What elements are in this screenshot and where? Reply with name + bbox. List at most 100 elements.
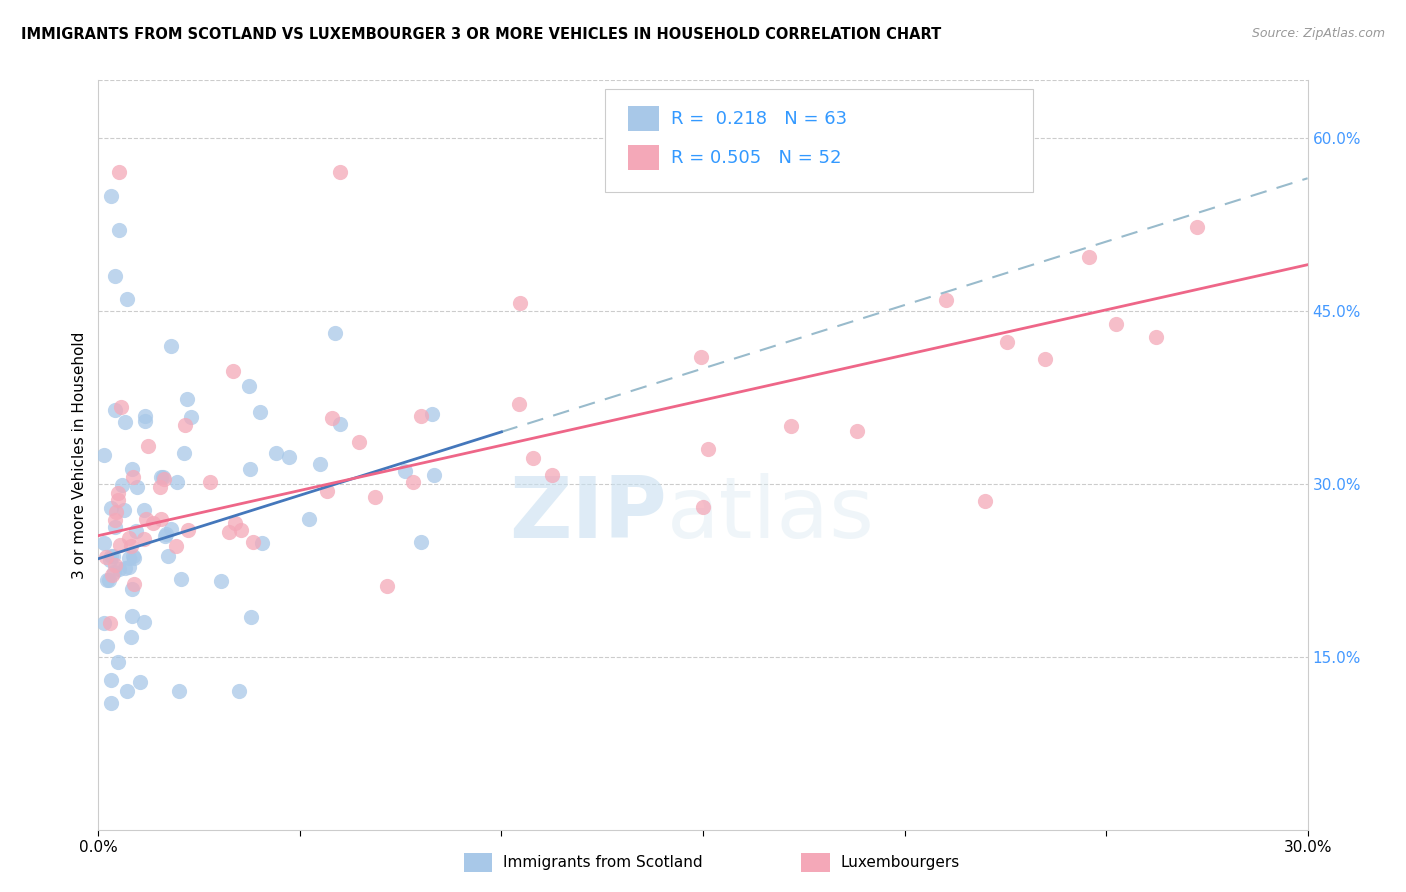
Point <box>104 505 127 519</box>
Point <box>124 524 146 539</box>
Point <box>93 536 115 550</box>
Point <box>97 574 120 588</box>
Point <box>176 392 198 406</box>
Point <box>165 539 187 553</box>
Point <box>159 522 181 536</box>
Point <box>323 326 346 340</box>
Point <box>100 696 122 710</box>
Point <box>402 475 425 489</box>
Point <box>100 501 122 516</box>
Point <box>121 470 143 484</box>
Point <box>103 549 125 563</box>
Point <box>409 409 432 423</box>
Point <box>118 531 141 545</box>
Point <box>96 573 118 587</box>
Point <box>114 416 136 430</box>
Point <box>135 512 157 526</box>
Point <box>394 464 416 478</box>
Point <box>420 407 443 421</box>
Point <box>1144 329 1167 343</box>
Point <box>252 535 274 549</box>
Text: IMMIGRANTS FROM SCOTLAND VS LUXEMBOURGER 3 OR MORE VEHICLES IN HOUSEHOLD CORRELA: IMMIGRANTS FROM SCOTLAND VS LUXEMBOURGER… <box>21 27 942 42</box>
Point <box>170 572 193 586</box>
Point <box>375 579 398 593</box>
Point <box>1187 219 1209 234</box>
Point <box>150 469 173 483</box>
Point <box>242 535 264 549</box>
Text: R = 0.505   N = 52: R = 0.505 N = 52 <box>671 149 841 167</box>
Point <box>522 451 544 466</box>
Point <box>104 520 127 534</box>
Point <box>112 503 135 517</box>
Point <box>198 475 221 489</box>
Point <box>277 450 299 465</box>
Point <box>93 448 115 462</box>
Point <box>149 480 172 494</box>
Point <box>122 550 145 565</box>
Point <box>409 534 432 549</box>
Point <box>218 525 240 540</box>
Point <box>122 577 145 591</box>
Point <box>509 296 531 310</box>
Point <box>104 558 127 573</box>
Point <box>309 457 332 471</box>
Point <box>347 434 370 449</box>
Point <box>96 639 118 653</box>
Point <box>100 549 122 564</box>
Point <box>228 684 250 698</box>
Y-axis label: 3 or more Vehicles in Household: 3 or more Vehicles in Household <box>72 331 87 579</box>
Text: Luxembourgers: Luxembourgers <box>841 855 960 870</box>
Point <box>96 549 118 564</box>
Point <box>224 516 246 530</box>
Point <box>1105 317 1128 331</box>
Point <box>98 616 121 631</box>
Point <box>329 165 352 179</box>
Point <box>153 472 176 486</box>
Point <box>423 467 446 482</box>
Point <box>134 533 156 547</box>
Point <box>690 350 713 364</box>
Point <box>1035 351 1057 366</box>
Point <box>107 165 129 179</box>
Point <box>93 615 115 630</box>
Point <box>508 397 530 411</box>
Point <box>780 418 803 433</box>
Point <box>315 483 337 498</box>
Point <box>209 574 232 588</box>
Point <box>173 446 195 460</box>
Text: Source: ZipAtlas.com: Source: ZipAtlas.com <box>1251 27 1385 40</box>
Point <box>128 675 150 690</box>
Point <box>1078 250 1101 264</box>
Point <box>364 490 387 504</box>
Point <box>540 468 562 483</box>
Point <box>114 561 136 575</box>
Text: Immigrants from Scotland: Immigrants from Scotland <box>503 855 703 870</box>
Point <box>121 608 143 623</box>
Point <box>222 364 245 378</box>
Point <box>167 684 190 698</box>
Text: R =  0.218   N = 63: R = 0.218 N = 63 <box>671 110 846 128</box>
Point <box>134 414 156 428</box>
Point <box>100 188 122 202</box>
Point <box>329 417 352 432</box>
Point <box>107 485 129 500</box>
Point <box>155 529 177 543</box>
Point <box>150 512 173 526</box>
Point <box>108 538 131 552</box>
Point <box>98 553 121 567</box>
Point <box>134 409 156 424</box>
Point <box>118 559 141 574</box>
Point <box>155 527 177 541</box>
Point <box>238 379 260 393</box>
Point <box>100 673 122 687</box>
Point <box>134 503 156 517</box>
Point <box>249 405 271 419</box>
Point <box>120 630 142 644</box>
Point <box>120 539 142 553</box>
Text: atlas: atlas <box>666 474 875 557</box>
Point <box>160 339 183 353</box>
Point <box>995 334 1018 349</box>
Point <box>103 566 125 580</box>
Point <box>104 513 127 527</box>
Point <box>157 549 180 564</box>
